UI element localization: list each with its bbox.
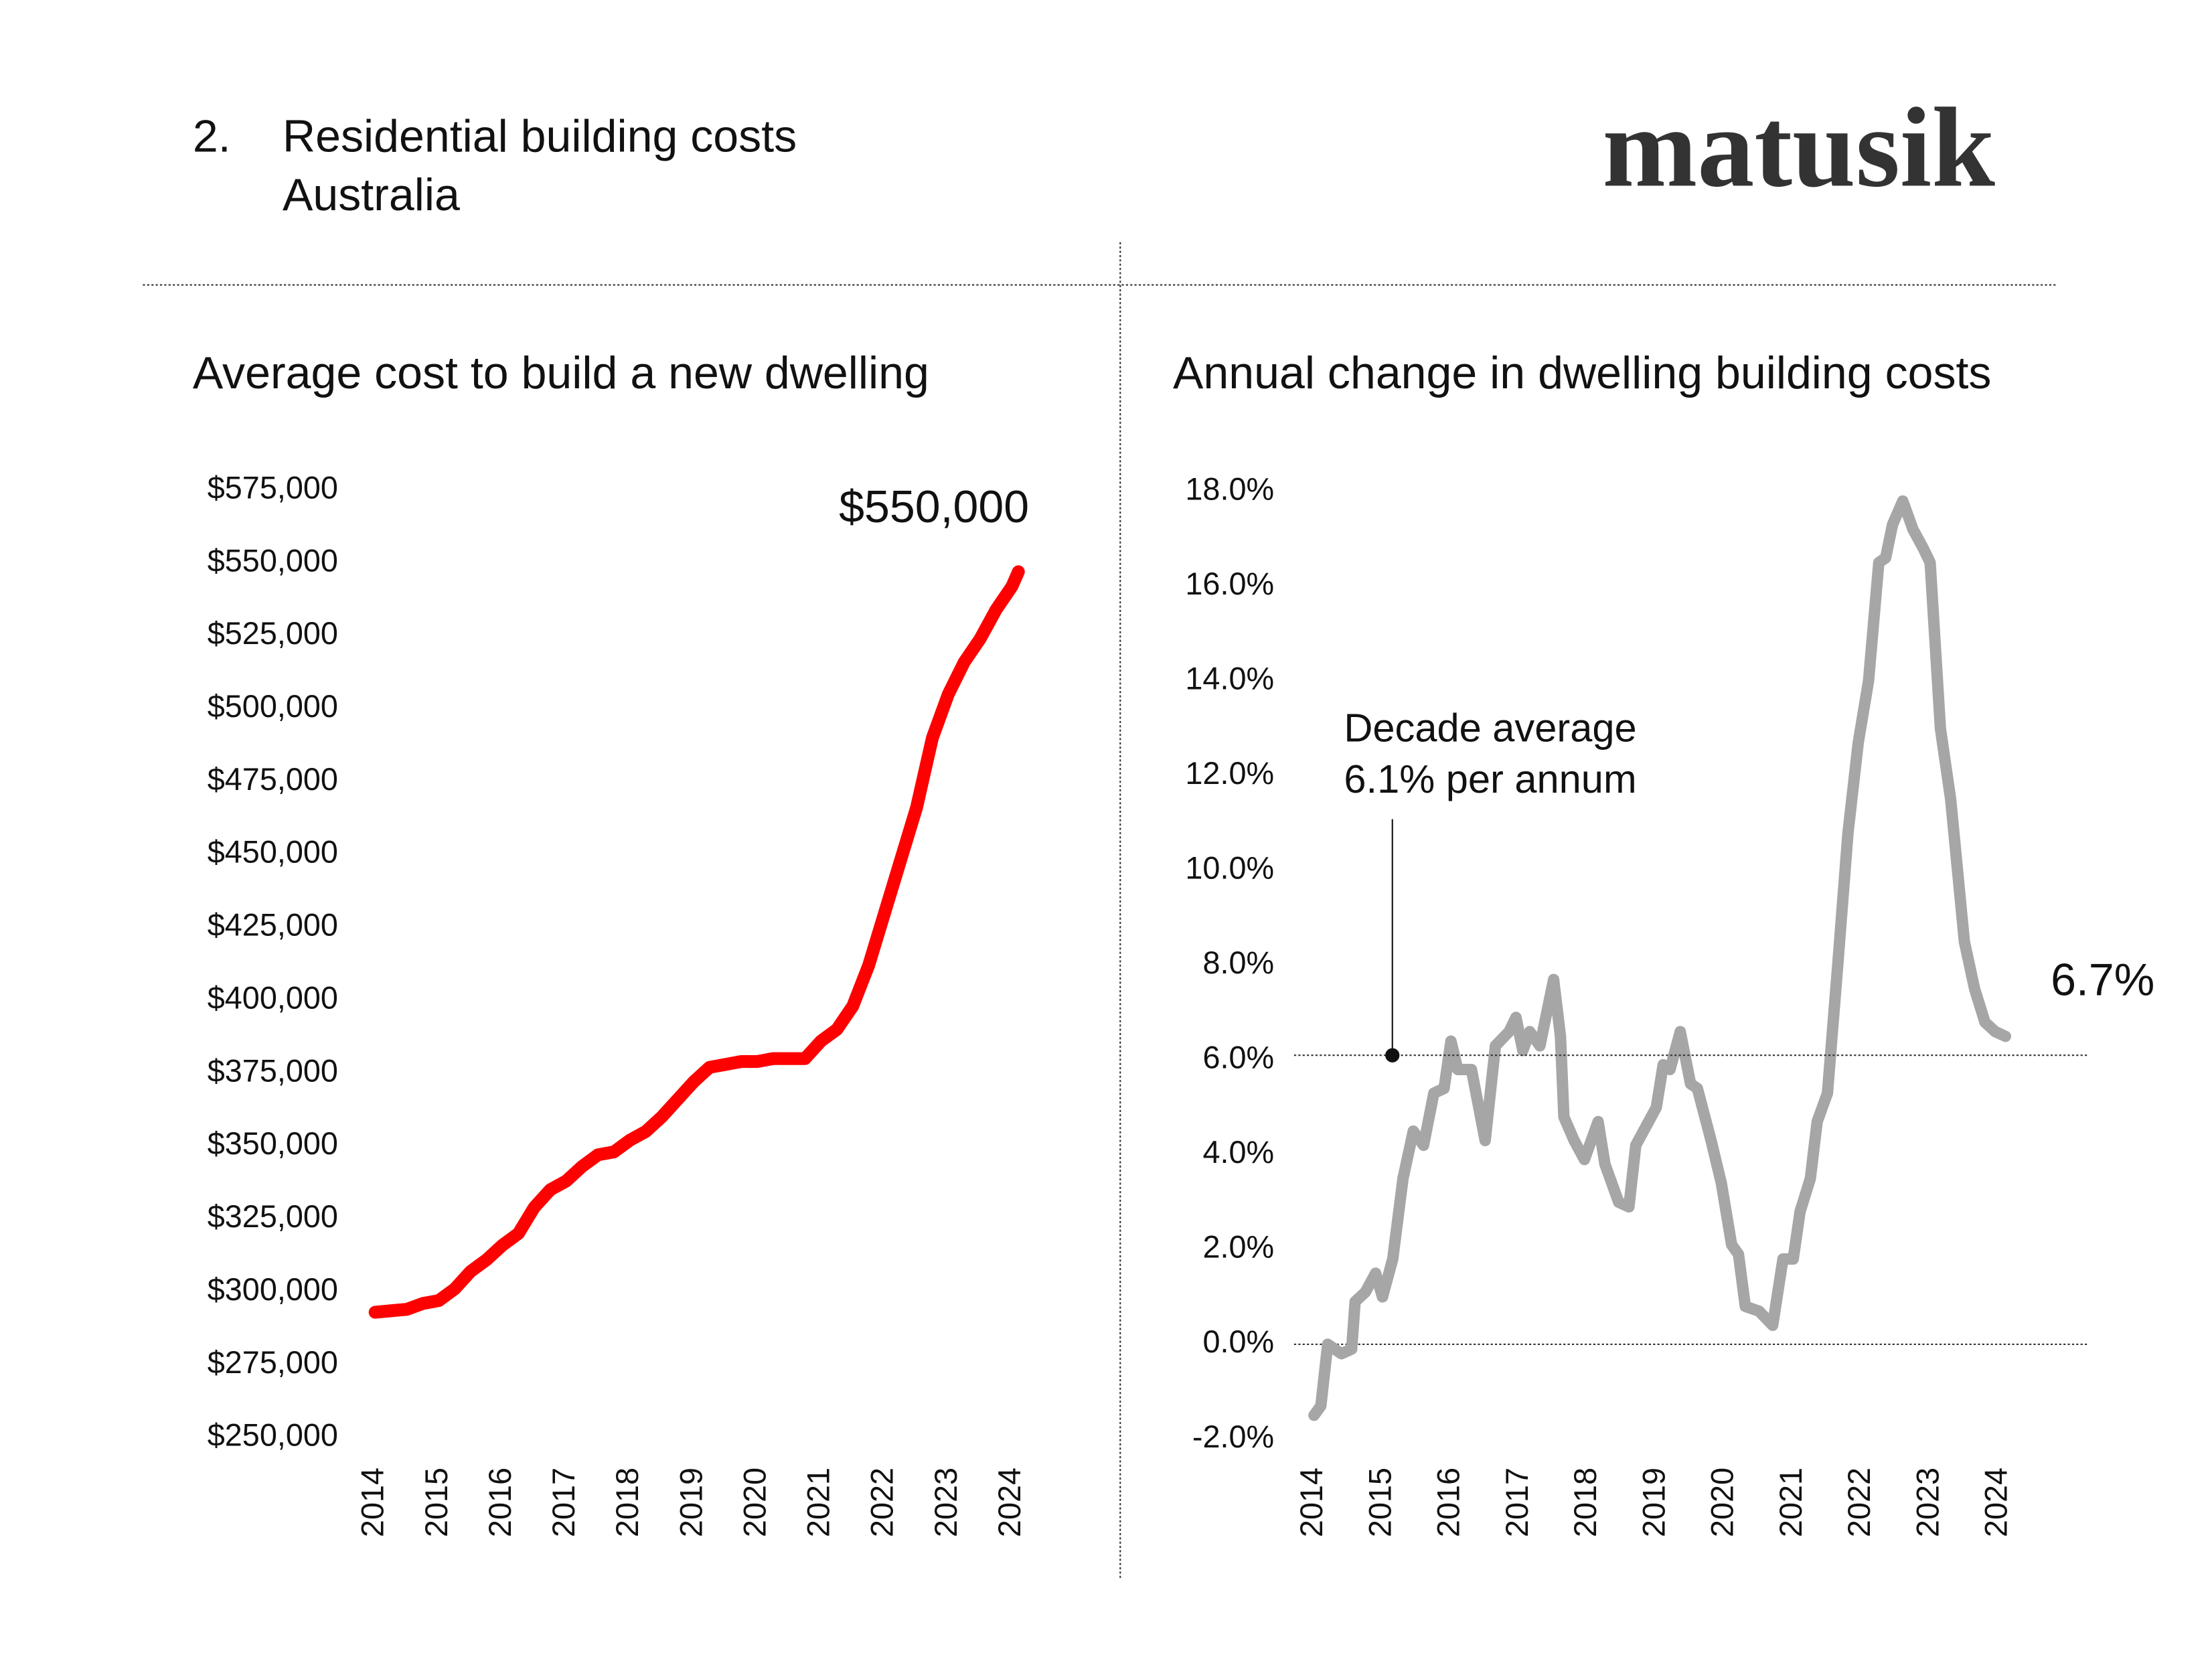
- y-tick-label: $550,000: [208, 543, 338, 578]
- annotation: 6.7%: [2051, 954, 2154, 1005]
- average-marker: [1385, 1048, 1400, 1062]
- y-tick-label: 18.0%: [1185, 472, 1274, 507]
- x-tick-label: 2015: [1362, 1468, 1397, 1537]
- x-tick-label: 2024: [1979, 1468, 2014, 1537]
- y-tick-label: 16.0%: [1185, 566, 1274, 601]
- average-label: Decade average: [1344, 705, 1636, 750]
- y-tick-label: $375,000: [208, 1053, 338, 1088]
- logo: matusik: [1602, 84, 1995, 210]
- x-tick-label: 2023: [1910, 1468, 1945, 1537]
- y-tick-label: $350,000: [208, 1126, 338, 1161]
- header-number: 2.: [193, 111, 231, 162]
- x-tick-label: 2022: [1842, 1468, 1877, 1537]
- x-tick-label: 2021: [1773, 1468, 1808, 1537]
- y-tick-label: $275,000: [208, 1345, 338, 1380]
- x-tick-label: 2018: [1568, 1468, 1603, 1537]
- y-tick-label: 2.0%: [1202, 1230, 1274, 1265]
- x-tick-label: 2021: [801, 1468, 836, 1537]
- series-line: [1308, 495, 2011, 1421]
- x-tick-label: 2018: [610, 1468, 645, 1537]
- x-tick-label: 2020: [1705, 1468, 1740, 1537]
- y-tick-label: $575,000: [208, 470, 338, 505]
- y-tick-label: 10.0%: [1185, 851, 1274, 886]
- x-tick-label: 2015: [419, 1468, 454, 1537]
- x-tick-label: 2014: [1294, 1468, 1329, 1537]
- x-tick-label: 2016: [1431, 1468, 1466, 1537]
- y-tick-label: $450,000: [208, 835, 338, 870]
- y-tick-label: $525,000: [208, 616, 338, 651]
- header-subtitle: Australia: [283, 169, 460, 220]
- chart-title: Annual change in dwelling building costs: [1173, 347, 1991, 398]
- y-tick-label: $475,000: [208, 762, 338, 797]
- x-tick-label: 2014: [356, 1468, 390, 1537]
- x-tick-label: 2024: [992, 1468, 1027, 1537]
- x-tick-label: 2017: [546, 1468, 581, 1537]
- x-tick-label: 2022: [865, 1468, 900, 1537]
- header-title: Residential building costs: [283, 111, 797, 162]
- series-line: [368, 565, 1025, 1319]
- average-text: 6.1% per annum: [1344, 757, 1636, 801]
- y-tick-label: 6.0%: [1202, 1040, 1274, 1075]
- x-tick-label: 2019: [1636, 1468, 1671, 1537]
- y-tick-label: $325,000: [208, 1199, 338, 1234]
- y-tick-label: 14.0%: [1185, 661, 1274, 696]
- y-tick-label: 4.0%: [1202, 1135, 1274, 1170]
- y-tick-label: $300,000: [208, 1272, 338, 1307]
- y-tick-label: $425,000: [208, 908, 338, 943]
- x-tick-label: 2019: [674, 1468, 708, 1537]
- y-tick-label: 8.0%: [1202, 945, 1274, 980]
- y-tick-label: $400,000: [208, 980, 338, 1015]
- chart-title: Average cost to build a new dwelling: [193, 347, 929, 398]
- x-tick-label: 2016: [483, 1468, 518, 1537]
- annotation: $550,000: [839, 481, 1029, 532]
- x-tick-label: 2017: [1500, 1468, 1534, 1537]
- x-tick-label: 2023: [929, 1468, 963, 1537]
- y-tick-label: 0.0%: [1202, 1324, 1274, 1359]
- x-tick-label: 2020: [737, 1468, 772, 1537]
- y-tick-label: $500,000: [208, 689, 338, 724]
- y-tick-label: -2.0%: [1192, 1419, 1274, 1454]
- y-tick-label: $250,000: [208, 1418, 338, 1453]
- y-tick-label: 12.0%: [1185, 756, 1274, 791]
